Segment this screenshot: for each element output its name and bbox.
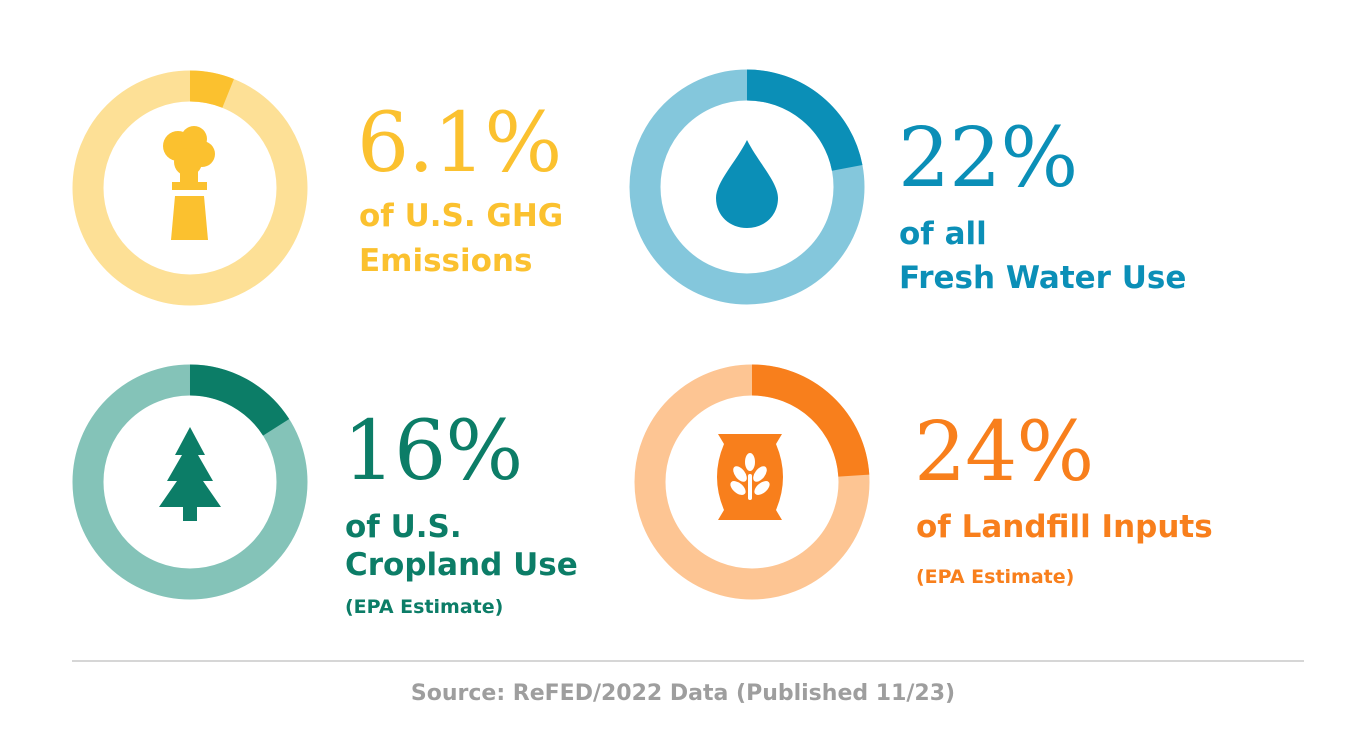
stat-value-cropland: 16%	[343, 404, 523, 499]
donut-arc-landfill	[751, 364, 870, 478]
stat-label-water-line-1: of all	[899, 216, 987, 252]
pine-tree-icon	[159, 427, 221, 521]
water-drop-icon	[716, 140, 778, 228]
stat-note-cropland: (EPA Estimate)	[345, 596, 504, 618]
stat-label-landfill-line-1: of Landfill Inputs	[916, 509, 1213, 545]
donut-landfill	[634, 364, 870, 600]
stat-label-cropland-line-2: Cropland Use	[345, 547, 578, 583]
stat-value-landfill: 24%	[914, 405, 1094, 500]
donut-arc-ghg	[189, 70, 234, 108]
grain-sack-icon	[717, 434, 783, 520]
stat-value-ghg: 6.1%	[357, 96, 562, 191]
donut-ghg	[72, 70, 308, 306]
donut-arc-cropland	[189, 364, 290, 437]
source-citation: Source: ReFED/2022 Data (Published 11/23…	[410, 681, 956, 706]
donut-water	[629, 69, 865, 305]
stat-note-landfill: (EPA Estimate)	[916, 566, 1075, 588]
donut-cropland	[72, 364, 308, 600]
stat-label-cropland-line-1: of U.S.	[345, 509, 462, 545]
footer-divider	[72, 660, 1304, 662]
stat-label-ghg-line-2: Emissions	[359, 243, 533, 279]
stat-label-water-line-2: Fresh Water Use	[899, 260, 1187, 296]
smokestack-icon	[163, 126, 215, 240]
donut-arc-water	[746, 69, 863, 172]
stat-value-water: 22%	[898, 111, 1078, 206]
stat-label-ghg-line-1: of U.S. GHG	[359, 198, 564, 234]
